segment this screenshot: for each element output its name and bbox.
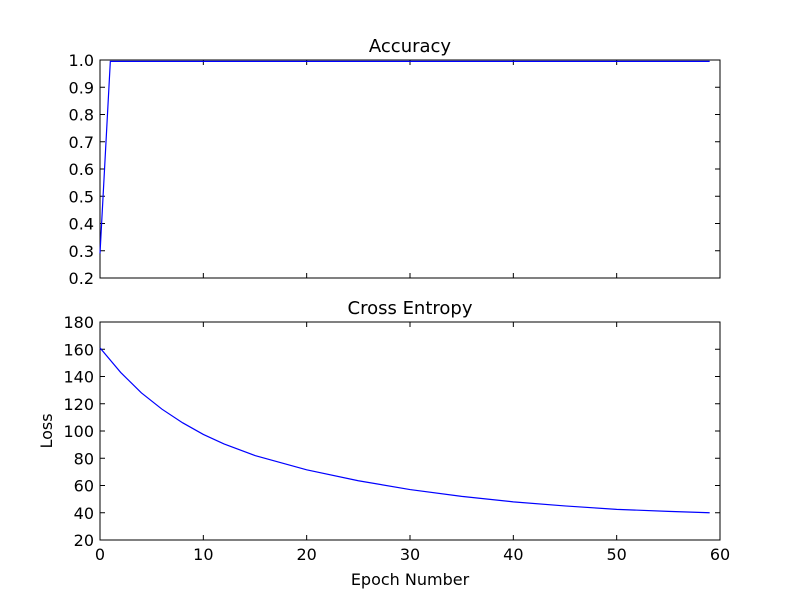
cross-entropy-subplot: Cross Entropy 0 10 20 30 40 50 60 20 40 60 80 100 12… (37, 298, 730, 589)
y-tick-label: 0.2 (69, 269, 94, 288)
y-tick-label: 180 (63, 313, 94, 332)
y-tick-label: 0.9 (69, 78, 94, 97)
y-tick-label: 0.5 (69, 187, 94, 206)
y-tick-label: 80 (74, 449, 94, 468)
y-tick-label: 1.0 (69, 51, 94, 70)
x-tick-label: 60 (710, 545, 730, 564)
x-tick-label: 40 (503, 545, 523, 564)
cross-entropy-series (99, 347, 710, 514)
accuracy-tick-labels: 0.2 0.3 0.4 0.5 0.6 0.7 0.8 0.9 1.0 (69, 51, 94, 288)
y-tick-label: 0.6 (69, 160, 94, 179)
y-tick-label: 20 (74, 531, 94, 550)
x-tick-label: 50 (606, 545, 626, 564)
cross-entropy-tick-labels: 0 10 20 30 40 50 60 20 40 60 80 100 120 140 160 180 (63, 313, 730, 564)
cross-entropy-ticks (99, 321, 721, 541)
x-axis-label: Epoch Number (351, 570, 470, 589)
cross-entropy-title: Cross Entropy (348, 298, 473, 319)
x-tick-label: 20 (296, 545, 316, 564)
y-tick-label: 120 (63, 395, 94, 414)
x-tick-label: 10 (193, 545, 213, 564)
y-tick-label: 0.3 (69, 242, 94, 261)
x-tick-label: 0 (95, 545, 105, 564)
y-tick-label: 140 (63, 368, 94, 387)
x-tick-label: 30 (400, 545, 420, 564)
cross-entropy-line (99, 347, 710, 514)
accuracy-subplot: Accuracy 0.2 0.3 0.4 0.5 0.6 0.7 0.8 0.9 1.0 (69, 36, 721, 288)
accuracy-series (99, 60, 710, 254)
y-tick-label: 160 (63, 340, 94, 359)
accuracy-title: Accuracy (369, 36, 452, 57)
y-tick-label: 0.8 (69, 106, 94, 125)
y-tick-label: 0.4 (69, 215, 94, 234)
y-tick-label: 100 (63, 422, 94, 441)
accuracy-line (99, 60, 710, 254)
y-tick-label: 40 (74, 504, 94, 523)
y-tick-label: 0.7 (69, 133, 94, 152)
y-axis-label: Loss (37, 413, 56, 448)
y-tick-label: 60 (74, 477, 94, 496)
